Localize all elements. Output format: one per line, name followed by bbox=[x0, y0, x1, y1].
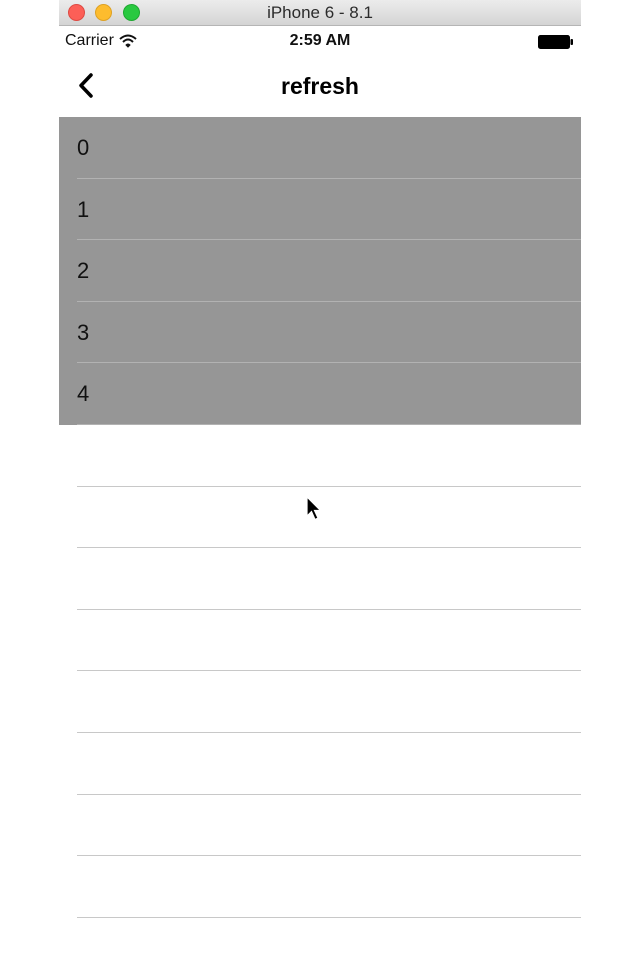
table-row[interactable]: 1 bbox=[59, 178, 581, 241]
table-row[interactable]: 3 bbox=[59, 301, 581, 364]
row-separator bbox=[77, 177, 581, 179]
row-separator bbox=[77, 855, 581, 857]
row-separator bbox=[77, 362, 581, 364]
row-separator bbox=[77, 608, 581, 610]
row-label: 4 bbox=[77, 381, 90, 407]
window-title: iPhone 6 - 8.1 bbox=[267, 3, 373, 22]
status-time: 2:59 AM bbox=[289, 32, 351, 49]
battery-icon bbox=[538, 35, 574, 54]
status-bar: Carrier 2:59 AM bbox=[59, 27, 581, 55]
row-separator bbox=[77, 731, 581, 733]
nav-title: refresh bbox=[281, 73, 359, 99]
table-row[interactable] bbox=[59, 795, 581, 857]
table-row[interactable]: 2 bbox=[59, 240, 581, 302]
back-button[interactable] bbox=[73, 71, 103, 101]
table-row[interactable] bbox=[59, 733, 581, 795]
close-window-button[interactable] bbox=[68, 4, 85, 21]
row-separator bbox=[77, 300, 581, 302]
table-view[interactable]: 0 1 2 3 4 bbox=[59, 117, 581, 918]
table-row[interactable] bbox=[59, 425, 581, 487]
row-separator bbox=[77, 239, 581, 241]
row-separator bbox=[77, 547, 581, 549]
minimize-window-button[interactable] bbox=[95, 4, 112, 21]
navigation-bar: refresh bbox=[59, 57, 581, 117]
row-label: 0 bbox=[77, 135, 90, 160]
row-separator bbox=[77, 916, 581, 918]
maximize-window-button[interactable] bbox=[123, 4, 140, 21]
row-label: 2 bbox=[77, 258, 90, 284]
table-row[interactable]: 4 bbox=[59, 363, 581, 425]
table-row[interactable] bbox=[59, 671, 581, 733]
wifi-icon bbox=[119, 34, 137, 48]
table-row[interactable] bbox=[59, 856, 581, 918]
row-label: 3 bbox=[77, 319, 90, 345]
row-separator bbox=[77, 793, 581, 795]
chevron-left-icon bbox=[73, 73, 103, 105]
row-separator bbox=[77, 485, 581, 487]
window-titlebar[interactable]: iPhone 6 - 8.1 bbox=[59, 0, 581, 26]
table-row[interactable] bbox=[59, 487, 581, 549]
table-row[interactable] bbox=[59, 610, 581, 672]
row-separator bbox=[77, 423, 581, 425]
row-label: 1 bbox=[77, 196, 90, 222]
table-row[interactable]: 0 bbox=[59, 117, 581, 179]
carrier-group: Carrier bbox=[65, 32, 137, 50]
carrier-label: Carrier bbox=[65, 32, 114, 49]
mouse-pointer-icon bbox=[306, 495, 322, 527]
table-row[interactable] bbox=[59, 548, 581, 610]
row-separator bbox=[77, 670, 581, 672]
simulator-window: iPhone 6 - 8.1 Carrier 2:59 AM bbox=[59, 0, 581, 960]
